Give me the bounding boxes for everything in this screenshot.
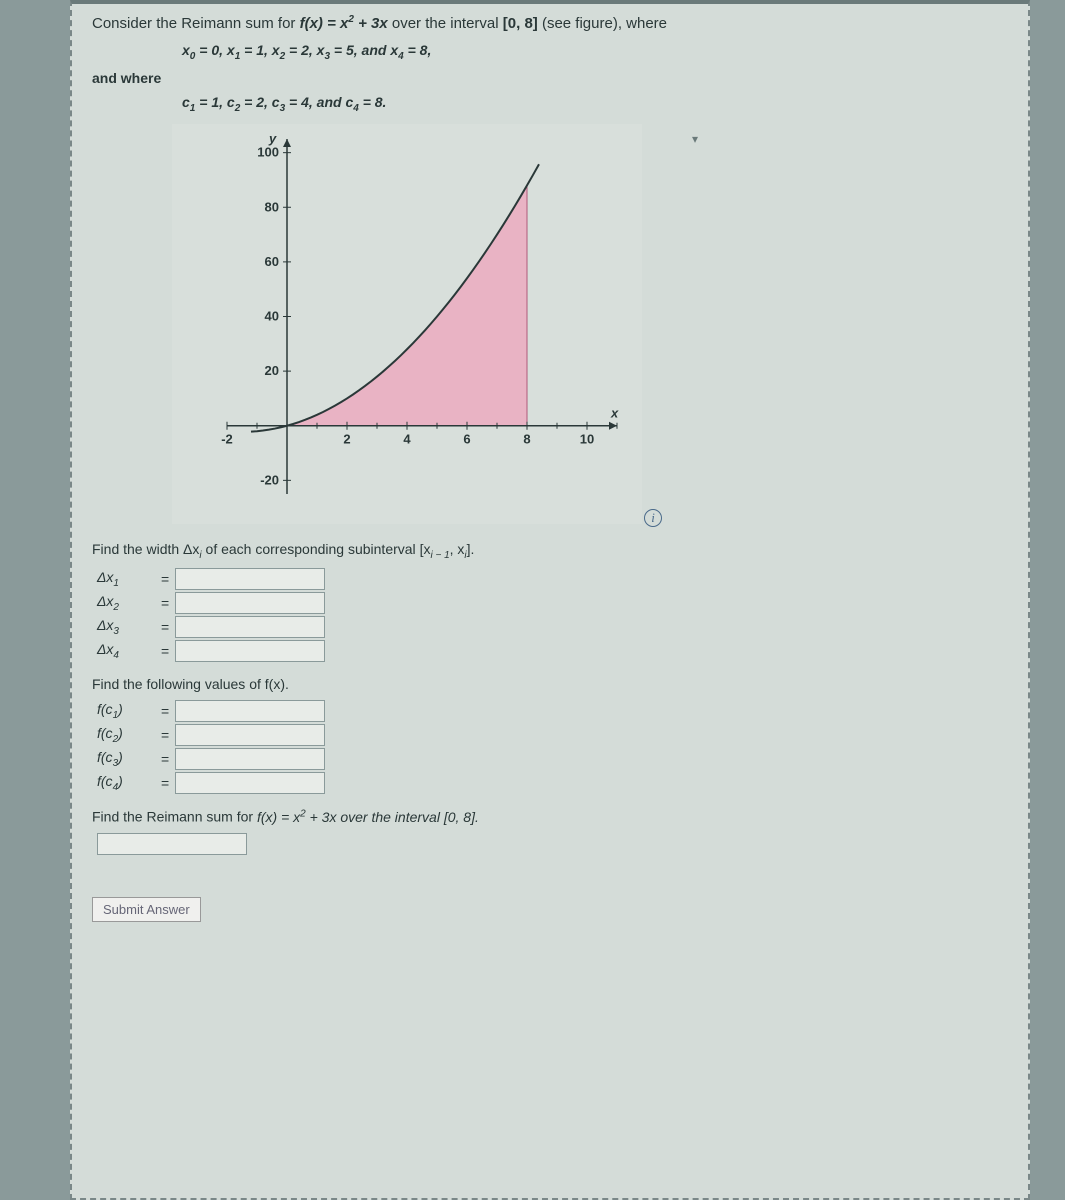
intro-fx: f(x) = x bbox=[300, 15, 349, 32]
q1-text-b: of each corresponding subinterval bbox=[206, 541, 420, 557]
equals-sign: = bbox=[161, 619, 169, 635]
riemann-sum-input[interactable] bbox=[97, 833, 247, 855]
fc-row: f(c3) = bbox=[97, 748, 1008, 770]
q2-prompt: Find the following values of f(x). bbox=[92, 676, 1008, 692]
q1-int-close: ]. bbox=[467, 541, 475, 557]
fc2-input[interactable] bbox=[175, 724, 325, 746]
delta-x3-input[interactable] bbox=[175, 616, 325, 638]
x-tick-label: 10 bbox=[580, 431, 594, 446]
q3-prompt: Find the Reimann sum for f(x) = x2 + 3x … bbox=[92, 808, 1008, 825]
and-where: and where bbox=[92, 70, 1008, 86]
y-arrow-icon bbox=[283, 139, 291, 147]
chart-container: -2 2 4 6 8 10 -20 20 40 60 80 100 x y i bbox=[172, 124, 662, 527]
q3-row bbox=[97, 833, 1008, 855]
equals-sign: = bbox=[161, 595, 169, 611]
delta-x-label: Δx2 bbox=[97, 593, 155, 613]
fc-label: f(c4) bbox=[97, 773, 155, 793]
x-tick-label: 6 bbox=[463, 431, 470, 446]
intro-line: Consider the Reimann sum for f(x) = x2 +… bbox=[92, 14, 1008, 32]
q3-fx: f(x) = x bbox=[257, 809, 300, 825]
fc1-input[interactable] bbox=[175, 700, 325, 722]
y-axis-label: y bbox=[268, 131, 277, 146]
submit-button[interactable]: Submit Answer bbox=[92, 897, 201, 922]
q1-prompt: Find the width Δxi of each corresponding… bbox=[92, 541, 1008, 561]
q1-int-comma: , x bbox=[450, 541, 465, 557]
x-tick-label: -2 bbox=[221, 431, 233, 446]
y-tick-label: 100 bbox=[257, 144, 279, 159]
delta-x1-input[interactable] bbox=[175, 568, 325, 590]
y-tick-label: 40 bbox=[265, 308, 279, 323]
x-tick-label: 4 bbox=[403, 431, 411, 446]
fc-label: f(c2) bbox=[97, 725, 155, 745]
q3-pre: Find the Reimann sum for bbox=[92, 809, 257, 825]
x-axis-label: x bbox=[610, 405, 619, 420]
equals-sign: = bbox=[161, 643, 169, 659]
intro-mid: over the interval bbox=[392, 15, 503, 32]
delta-x-row: Δx1 = bbox=[97, 568, 1008, 590]
help-icon[interactable]: i bbox=[644, 509, 662, 527]
y-tick-label: -20 bbox=[260, 472, 279, 487]
chart-fill bbox=[287, 185, 527, 425]
delta-x-row: Δx4 = bbox=[97, 640, 1008, 662]
equals-sign: = bbox=[161, 571, 169, 587]
delta-x-label: Δx3 bbox=[97, 617, 155, 637]
fc4-input[interactable] bbox=[175, 772, 325, 794]
delta-x2-input[interactable] bbox=[175, 592, 325, 614]
q1-sub: i bbox=[199, 549, 201, 560]
delta-x-row: Δx2 = bbox=[97, 592, 1008, 614]
q3-rest: + 3x over the interval [0, 8]. bbox=[306, 809, 479, 825]
note-marker-icon[interactable]: ▾ bbox=[692, 132, 698, 146]
fc3-input[interactable] bbox=[175, 748, 325, 770]
y-tick-label: 60 bbox=[265, 253, 279, 268]
equals-sign: = bbox=[161, 751, 169, 767]
worksheet-page: Consider the Reimann sum for f(x) = x 2 +… bbox=[70, 0, 1030, 1200]
equals-sign: = bbox=[161, 703, 169, 719]
x-arrow-icon bbox=[609, 421, 617, 429]
fc-row: f(c2) = bbox=[97, 724, 1008, 746]
y-tick-label: 80 bbox=[265, 199, 279, 214]
q1-int-s1: i − 1 bbox=[430, 549, 449, 560]
delta-x-row: Δx3 = bbox=[97, 616, 1008, 638]
fc-label: f(c1) bbox=[97, 701, 155, 721]
equals-sign: = bbox=[161, 775, 169, 791]
fc-label: f(c3) bbox=[97, 749, 155, 769]
x-tick-label: 2 bbox=[343, 431, 350, 446]
y-tick-label: 20 bbox=[265, 363, 279, 378]
x-values-line: x0 = 0, x1 = 1, x2 = 2, x3 = 5, and x4 =… bbox=[182, 42, 1008, 62]
delta-x-label: Δx1 bbox=[97, 569, 155, 589]
delta-x-label: Δx4 bbox=[97, 641, 155, 661]
delta-x4-input[interactable] bbox=[175, 640, 325, 662]
riemann-chart: -2 2 4 6 8 10 -20 20 40 60 80 100 x y bbox=[172, 124, 642, 524]
intro-fx-rest: + 3x bbox=[354, 15, 388, 32]
fc-row: f(c4) = bbox=[97, 772, 1008, 794]
fc-row: f(c1) = bbox=[97, 700, 1008, 722]
q1-int-open: [x bbox=[420, 541, 431, 557]
intro-prefix: Consider the Reimann sum for bbox=[92, 15, 300, 32]
x-tick-label: 8 bbox=[523, 431, 530, 446]
equals-sign: = bbox=[161, 727, 169, 743]
q1-text-a: Find the width Δx bbox=[92, 541, 199, 557]
intro-interval: [0, 8] bbox=[503, 15, 538, 32]
intro-suffix: (see figure), where bbox=[542, 15, 667, 32]
c-values-line: c1 = 1, c2 = 2, c3 = 4, and c4 = 8. bbox=[182, 94, 1008, 114]
